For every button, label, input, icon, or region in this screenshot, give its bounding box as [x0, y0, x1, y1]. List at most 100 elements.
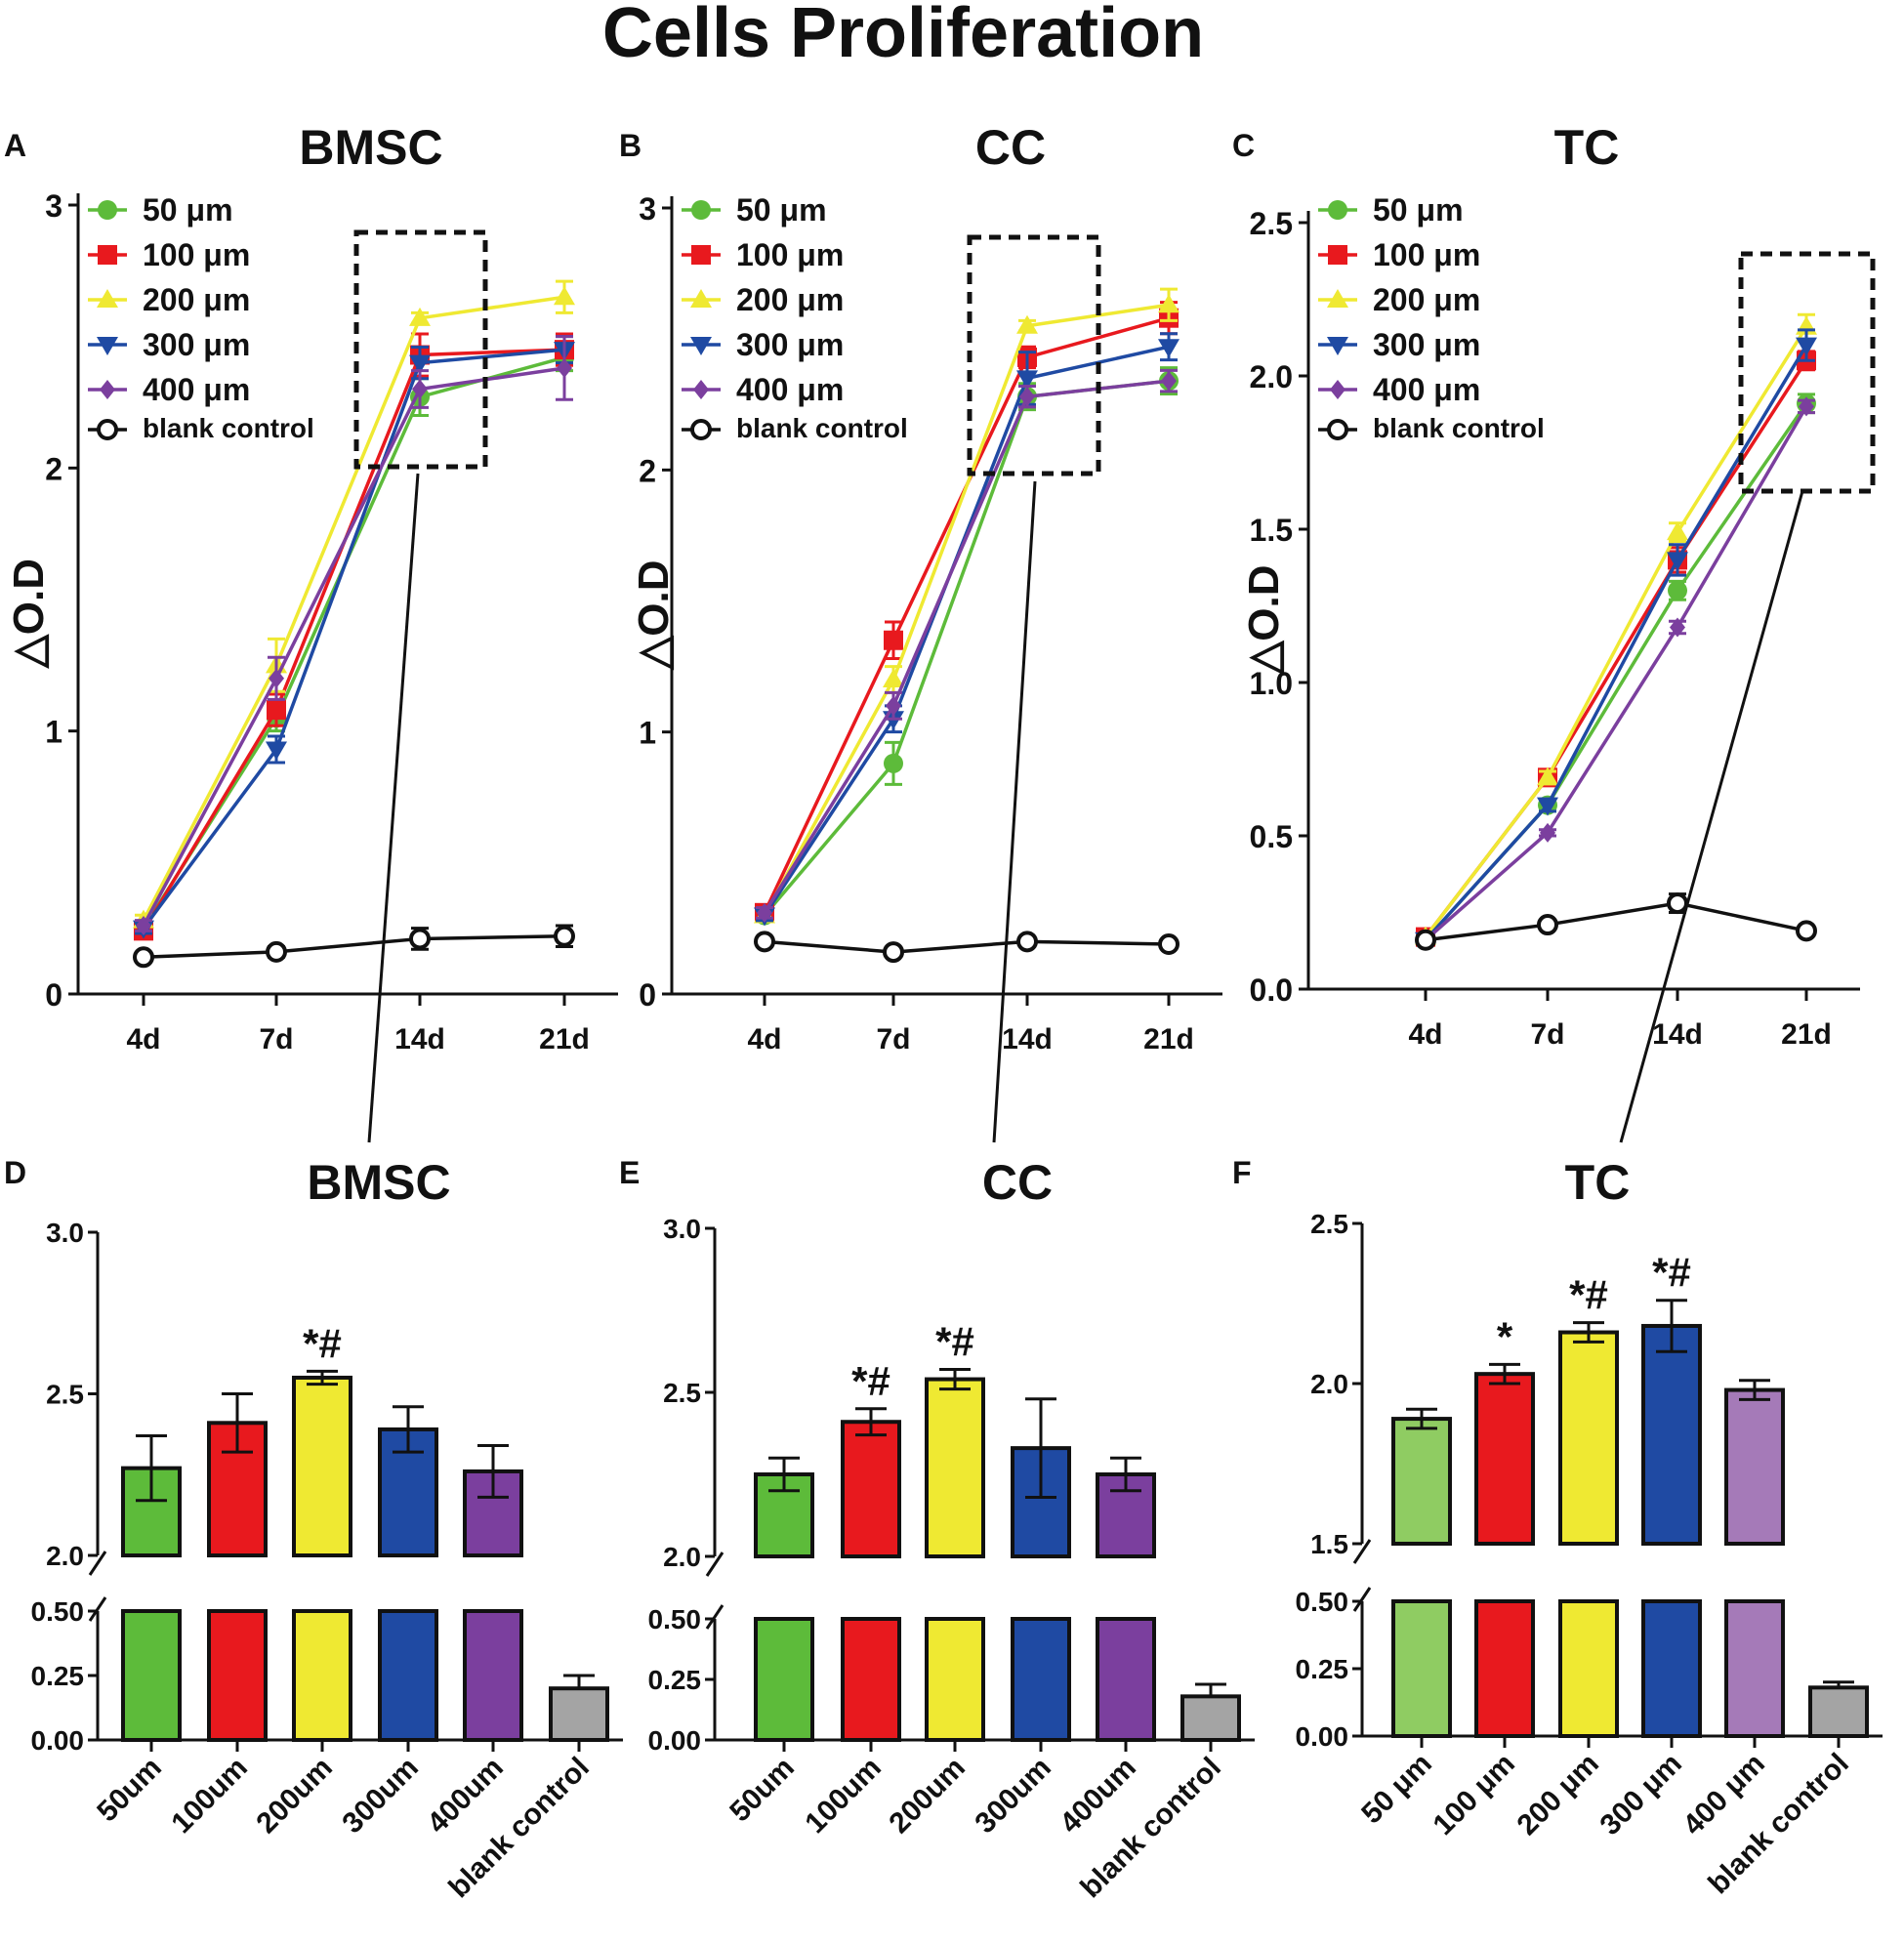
bar-50um: 50um [91, 1434, 182, 1829]
data-point [1016, 314, 1038, 334]
legend: 50 μm 100 μm 200 μm 300 μm 400 μm blank contr… [1318, 192, 1545, 443]
y-tick-label: 0.50 [31, 1596, 85, 1627]
panel-letter: F [1232, 1155, 1252, 1190]
legend-label: 50 μm [736, 192, 827, 228]
figure-title: Cells Proliferation [602, 0, 1204, 72]
significance-label: *# [303, 1320, 342, 1366]
data-point [886, 695, 901, 716]
legend-label: 300 μm [1373, 327, 1480, 362]
x-tick-label: 50um [91, 1752, 168, 1829]
bar-lower-segment [1096, 1617, 1156, 1742]
highlight-box [967, 234, 1101, 476]
legend-label: 100 μm [143, 237, 250, 272]
data-point [269, 668, 284, 688]
panel-letter: D [4, 1155, 26, 1190]
x-tick-label: 100um [799, 1752, 888, 1841]
data-point [1540, 822, 1555, 843]
bar-lower-segment [463, 1609, 523, 1742]
data-point [1796, 337, 1817, 356]
y-tick-label: 0.0 [1250, 972, 1293, 1008]
legend-marker [98, 200, 117, 220]
series-line [763, 379, 1170, 917]
legend-label: 100 μm [736, 237, 844, 272]
y-tick-label: 1.5 [1250, 513, 1293, 548]
legend-marker [1328, 200, 1347, 220]
y-tick-label: 3.0 [663, 1214, 701, 1244]
legend-label: 50 μm [143, 192, 233, 228]
y-tick-label: 2.0 [1310, 1369, 1348, 1399]
legend: 50 μm 100 μm 200 μm 300 μm 400 μm blank contr… [682, 192, 908, 443]
x-tick-label: 4d [747, 1023, 781, 1055]
panel-title: CC [982, 1155, 1053, 1210]
series-400-um [756, 368, 1178, 923]
legend-label: 400 μm [143, 372, 250, 407]
x-tick-label: 100um [165, 1752, 254, 1841]
legend-label: 300 μm [143, 327, 250, 362]
bar-200-um: *# 200 μm [1511, 1272, 1619, 1842]
data-point [1016, 370, 1038, 390]
series-50-um [1416, 393, 1816, 950]
data-point [409, 928, 431, 950]
bar-lower-segment [378, 1609, 438, 1742]
legend-marker [98, 245, 117, 265]
y-tick-label: 0.25 [31, 1661, 85, 1691]
y-axis-label: △O.D [1240, 564, 1288, 675]
y-tick-label: 2.0 [1250, 359, 1293, 394]
data-point [1016, 931, 1038, 953]
significance-label: *# [1652, 1250, 1691, 1296]
series-line [143, 933, 565, 960]
callout-line [992, 480, 1037, 1143]
bar [1808, 1685, 1869, 1738]
series-line [142, 295, 565, 922]
x-tick-label: 14d [394, 1023, 445, 1055]
panel-f: F TC 1.5 2.0 2.5 0.00 0.25 0.50 50 μm * 100 μm *# 20… [1232, 1155, 1883, 1900]
series-line [764, 939, 1170, 954]
bar-lower-segment [121, 1609, 182, 1742]
x-tick-label: 200um [250, 1752, 339, 1841]
data-point [557, 357, 572, 378]
bar-upper-segment [925, 1377, 985, 1559]
data-point [1161, 371, 1177, 392]
legend-label: blank control [143, 413, 314, 443]
legend-marker [97, 289, 118, 308]
panel-letter: A [4, 128, 26, 163]
y-tick-label: 2.5 [1310, 1209, 1348, 1239]
bar-upper-segment [1558, 1330, 1619, 1547]
legend-label: 400 μm [1373, 372, 1480, 407]
bar-upper-segment [1096, 1472, 1156, 1558]
data-point [1158, 933, 1180, 956]
bar-upper-segment [1724, 1387, 1785, 1547]
significance-label: *# [1569, 1272, 1608, 1318]
callout-line [1619, 490, 1804, 1143]
bar-lower-segment [1391, 1599, 1452, 1738]
data-point [1670, 617, 1685, 638]
data-point [1667, 521, 1688, 541]
legend-label: blank control [1373, 413, 1545, 443]
axis-break-mark [88, 1551, 107, 1576]
bar-lower-segment [1558, 1599, 1619, 1738]
data-point [884, 753, 903, 773]
x-tick-label: 21d [539, 1023, 590, 1055]
y-tick-label: 3 [45, 188, 62, 224]
panel-letter: B [619, 128, 642, 163]
x-tick-label: 50um [724, 1752, 801, 1829]
data-point [409, 307, 431, 326]
y-tick-label: 3 [639, 191, 656, 227]
panel-title: TC [1554, 120, 1620, 175]
bar-upper-segment [292, 1375, 352, 1557]
y-tick-label: 1.0 [1250, 666, 1293, 701]
legend-marker [691, 200, 711, 220]
y-tick-label: 0.50 [648, 1604, 702, 1635]
bar-lower-segment [754, 1617, 814, 1742]
data-point [883, 669, 904, 687]
data-point [136, 915, 151, 935]
series-blank-control [133, 924, 575, 969]
legend-label: 300 μm [736, 327, 844, 362]
y-tick-label: 2 [45, 451, 62, 486]
x-tick-label: 21d [1781, 1018, 1832, 1051]
series-blank-control [754, 931, 1180, 964]
series-line [763, 379, 1170, 914]
bar-lower-segment [292, 1609, 352, 1742]
x-tick-label: 50 μm [1355, 1748, 1438, 1831]
